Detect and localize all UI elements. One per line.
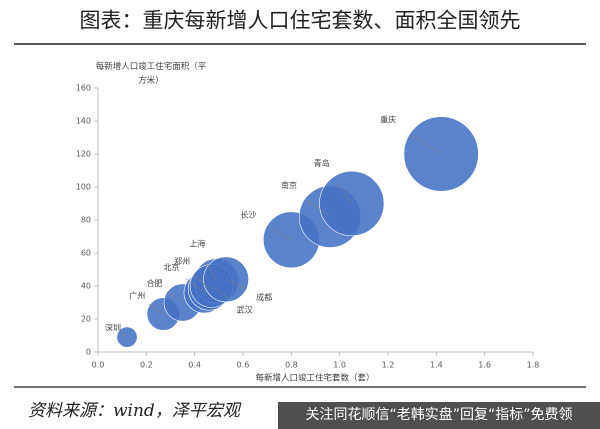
x-tick-label: 0.2 (140, 361, 153, 370)
leader-line (411, 135, 442, 155)
x-tick-label: 0.4 (188, 361, 201, 370)
x-tick-label: 0.6 (237, 361, 250, 370)
leader-line (186, 278, 205, 293)
y-tick-label: 80 (81, 216, 91, 225)
data-label: 上海 (189, 239, 205, 249)
x-tick-label: 1.6 (478, 361, 491, 370)
x-tick-label: 1.0 (333, 361, 346, 370)
data-label: 南京 (281, 180, 297, 190)
data-label: 成都 (256, 292, 272, 302)
chart-title: 图表：重庆每新增人口住宅套数、面积全国领先 (80, 9, 521, 33)
x-tick-label: 0.8 (285, 361, 298, 370)
y-tick-label: 0 (86, 348, 91, 357)
y-tick-label: 40 (81, 282, 91, 291)
x-tick-label: 1.2 (382, 361, 395, 370)
y-tick-label: 160 (76, 84, 91, 93)
y-axis-label: 每新增人口竣工住宅面积（平方米） (95, 62, 207, 86)
x-tick-label: 1.4 (430, 361, 443, 370)
watermark: 关注同花顺信“老韩实盘”回复“指标”免费领 (278, 402, 600, 429)
leader-line (194, 273, 210, 290)
y-tick-label: 100 (76, 183, 91, 192)
leader-line (205, 260, 217, 282)
y-tick-label: 120 (76, 150, 91, 159)
y-tick-label: 140 (76, 117, 91, 126)
data-label: 青岛 (314, 158, 330, 168)
leader-line (119, 331, 128, 338)
data-label: 长沙 (240, 209, 256, 219)
source: 资料来源：wind，泽平宏观 (28, 401, 240, 421)
x-axis-label: 每新增人口竣工住宅套数（套） (255, 373, 374, 384)
x-tick-label: 1.8 (527, 361, 540, 370)
data-label: 武汉 (237, 305, 253, 315)
x-tick-label: 0.0 (92, 361, 105, 370)
y-tick-label: 20 (81, 315, 91, 324)
y-tick-label: 60 (81, 249, 91, 258)
leader-line (167, 291, 183, 303)
data-label: 深圳 (105, 323, 121, 333)
data-label: 重庆 (380, 115, 396, 125)
leader-line (335, 181, 352, 204)
data-label: 广州 (129, 291, 145, 301)
data-label: 郑州 (174, 256, 190, 266)
leader-line (267, 225, 292, 241)
leader-line (148, 303, 164, 315)
leader-line (225, 279, 248, 290)
leader-line (307, 199, 331, 217)
leader-line (211, 285, 230, 300)
bubble (203, 256, 249, 303)
data-label: 合肥 (147, 278, 163, 288)
data-label: 北京 (163, 262, 179, 272)
